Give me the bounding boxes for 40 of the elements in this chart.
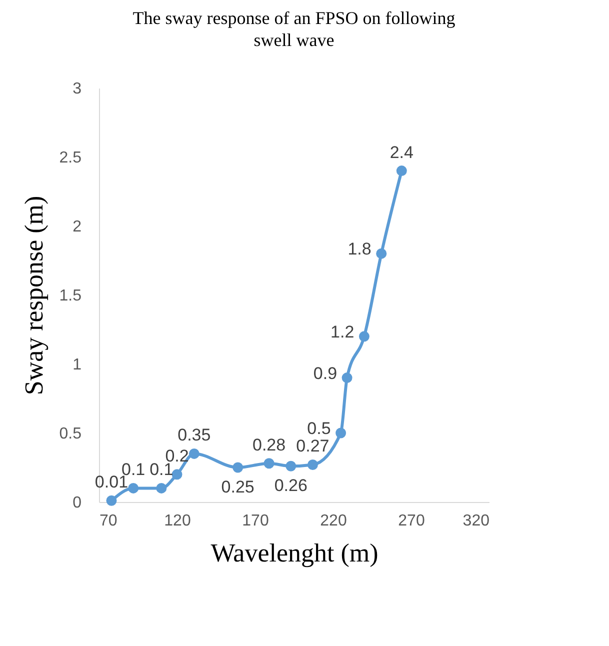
data-label: 0.9 — [313, 364, 338, 383]
point — [286, 460, 296, 472]
y-tick-label: 0 — [72, 494, 82, 512]
point — [156, 482, 167, 494]
x-tick-label: 320 — [462, 512, 490, 530]
point — [188, 448, 200, 459]
point — [342, 372, 352, 384]
x-tick-label: 70 — [100, 512, 118, 530]
point — [172, 469, 182, 480]
data-label: 1.8 — [348, 240, 372, 259]
point — [264, 458, 274, 469]
data-label: 0.35 — [178, 426, 211, 445]
point — [396, 166, 407, 176]
data-label: 0.5 — [307, 419, 331, 438]
point — [358, 331, 370, 342]
data-label: 2.4 — [390, 142, 414, 162]
x-axis-title: Wavelenght (m) — [210, 538, 378, 568]
x-tick-label: 270 — [398, 512, 425, 530]
y-tick-label: 2 — [72, 218, 82, 236]
data-label: 1.2 — [330, 322, 354, 342]
point — [307, 460, 318, 470]
x-tick-label: 120 — [164, 512, 191, 530]
y-axis-title: Sway response (m) — [19, 196, 48, 396]
data-label: 0.25 — [221, 478, 254, 496]
data-label: 0.26 — [274, 476, 308, 496]
point — [106, 495, 117, 506]
y-tick-label: 0.5 — [59, 426, 82, 442]
data-label: 0.28 — [252, 435, 286, 454]
data-label: 0.27 — [296, 436, 330, 456]
point — [376, 248, 387, 259]
point — [232, 462, 244, 473]
point — [128, 482, 139, 494]
y-tick-label: 3 — [72, 80, 82, 98]
chart-title: The sway response of an FPSO on following swell wave — [132, 8, 456, 50]
y-tick-label: 1.5 — [59, 288, 82, 304]
point — [336, 428, 346, 438]
x-tick-label: 170 — [242, 512, 269, 530]
y-tick-label: 2.5 — [59, 150, 82, 166]
y-tick-label: 1 — [72, 356, 82, 374]
x-tick-label: 220 — [320, 512, 347, 530]
